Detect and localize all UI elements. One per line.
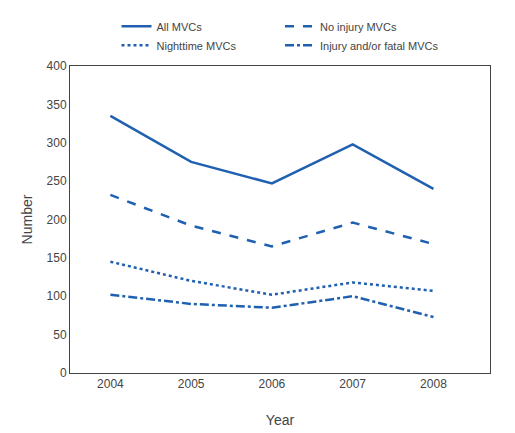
svg-text:100: 100 xyxy=(47,289,67,303)
svg-text:300: 300 xyxy=(47,136,67,150)
svg-text:2007: 2007 xyxy=(339,377,366,391)
svg-text:All MVCs: All MVCs xyxy=(157,21,203,33)
svg-text:250: 250 xyxy=(47,174,67,188)
svg-text:Nighttime MVCs: Nighttime MVCs xyxy=(157,40,237,52)
svg-text:2006: 2006 xyxy=(259,377,286,391)
svg-text:0: 0 xyxy=(60,366,67,380)
svg-text:150: 150 xyxy=(47,251,67,265)
svg-text:2008: 2008 xyxy=(420,377,447,391)
svg-text:350: 350 xyxy=(47,98,67,112)
svg-text:No injury MVCs: No injury MVCs xyxy=(320,21,397,33)
svg-text:2005: 2005 xyxy=(178,377,205,391)
svg-text:200: 200 xyxy=(47,213,67,227)
svg-text:50: 50 xyxy=(53,328,67,342)
svg-text:400: 400 xyxy=(47,59,67,73)
svg-text:2004: 2004 xyxy=(97,377,124,391)
svg-text:Year: Year xyxy=(266,412,295,428)
svg-text:Injury and/or fatal MVCs: Injury and/or fatal MVCs xyxy=(320,40,438,52)
svg-text:Number: Number xyxy=(19,194,35,244)
